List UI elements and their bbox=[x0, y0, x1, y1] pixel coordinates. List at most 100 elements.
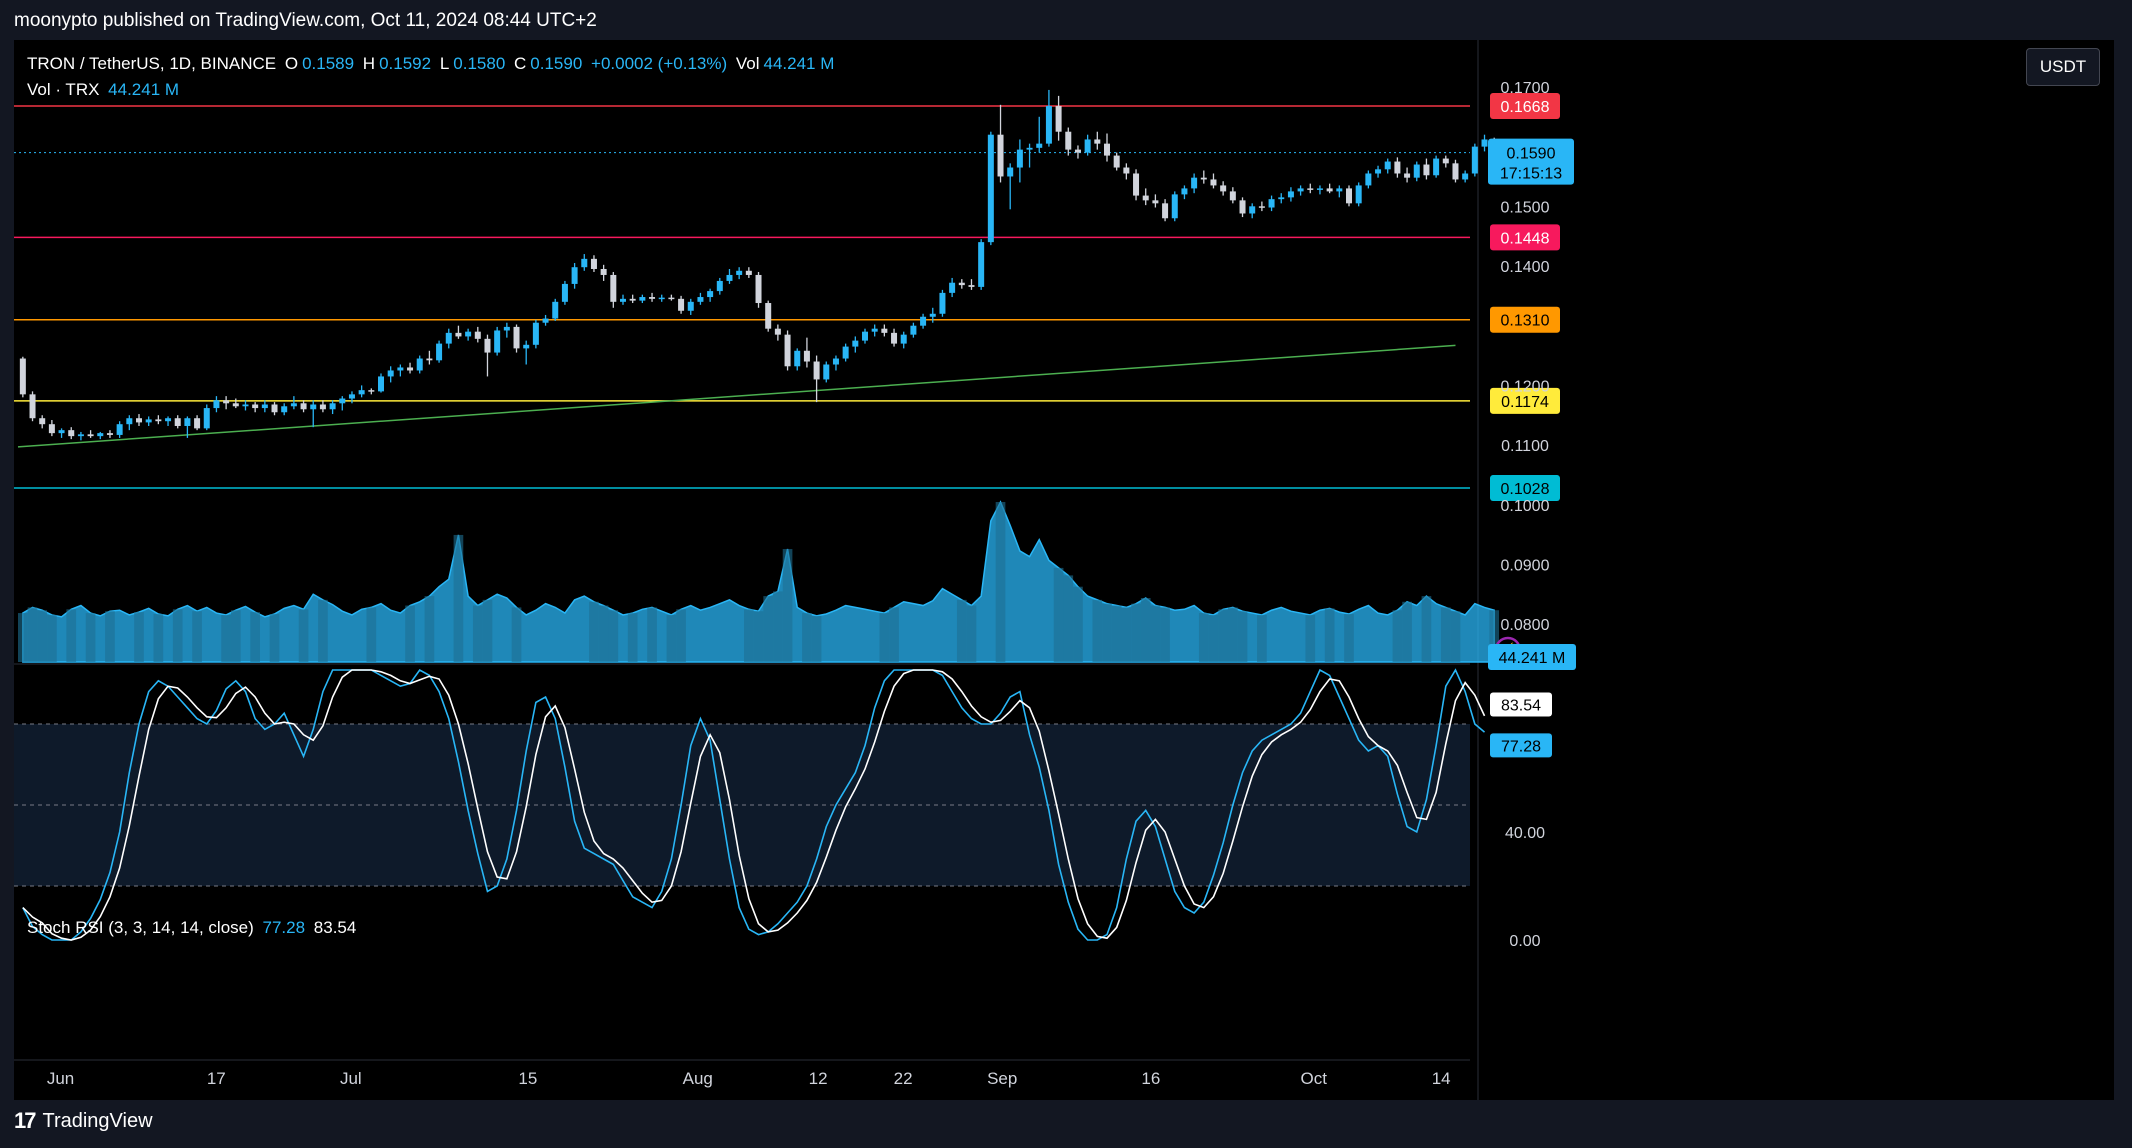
volume-bar bbox=[889, 607, 899, 662]
candle-body bbox=[784, 334, 791, 367]
candle-body bbox=[736, 270, 743, 275]
candle-body bbox=[116, 424, 123, 435]
candle-body bbox=[1336, 188, 1343, 192]
candle-body bbox=[1258, 206, 1265, 208]
candle-body bbox=[261, 404, 268, 409]
volume-bar bbox=[773, 591, 783, 662]
trendline bbox=[17, 344, 1456, 448]
trendline-layer bbox=[17, 344, 1456, 448]
volume-bar bbox=[1131, 603, 1141, 662]
candle-body bbox=[823, 364, 830, 380]
chart-canvas[interactable]: ⚡ 0.16680.14480.13100.11740.10280.17000.… bbox=[14, 40, 2114, 1100]
volume-bar bbox=[879, 613, 890, 662]
time-tick-8: 16 bbox=[1141, 1069, 1160, 1088]
candle-body bbox=[106, 433, 113, 435]
candle-body bbox=[1239, 200, 1246, 214]
candle-body bbox=[678, 298, 685, 311]
price-tick-7: 0.0800 bbox=[1501, 617, 1550, 634]
time-tick-7: Sep bbox=[987, 1069, 1017, 1088]
volume-bar bbox=[1121, 607, 1132, 662]
volume-bar bbox=[1392, 610, 1403, 662]
volume-legend-value: 44.241 M bbox=[108, 80, 180, 99]
candle-body bbox=[165, 418, 172, 422]
current-price-tag: 0.1590 bbox=[1507, 146, 1556, 163]
candle-body bbox=[1326, 188, 1333, 192]
volume-bar bbox=[1208, 614, 1219, 662]
volume-bar bbox=[995, 502, 1006, 662]
currency-button[interactable]: USDT bbox=[2026, 48, 2100, 86]
price-tick-0: 0.1700 bbox=[1501, 80, 1550, 97]
time-axis: Jun 17 Jul 15 Aug 12 22 Sep 16 Oct 14 bbox=[47, 1069, 1451, 1088]
candle-body bbox=[39, 418, 46, 425]
candle-body bbox=[523, 344, 530, 349]
legend-high-label: H bbox=[362, 54, 376, 73]
footer-brand[interactable]: 17 TradingView bbox=[14, 1108, 153, 1134]
volume-bar bbox=[1237, 611, 1248, 662]
level-tag-4: 0.1028 bbox=[1501, 481, 1550, 498]
volume-bar bbox=[763, 596, 774, 662]
candle-body bbox=[1481, 139, 1488, 147]
level-tag-bg-2 bbox=[1490, 306, 1560, 333]
candle-body bbox=[1094, 139, 1101, 144]
stoch-d-line bbox=[22, 669, 1486, 941]
time-tick-5: 12 bbox=[809, 1069, 828, 1088]
candle-body bbox=[619, 298, 627, 302]
volume-bar bbox=[1150, 605, 1161, 662]
volume-bar bbox=[105, 611, 115, 662]
candle-body bbox=[900, 334, 907, 344]
stoch-legend-k: 77.28 bbox=[262, 918, 306, 937]
candle-body bbox=[1297, 188, 1304, 192]
candle-body bbox=[29, 394, 36, 419]
volume-bar bbox=[230, 610, 241, 662]
stoch-legend: Stoch RSI (3, 3, 14, 14, close) 77.28 83… bbox=[27, 918, 360, 938]
candle-body bbox=[232, 403, 239, 407]
volume-bar bbox=[37, 610, 48, 662]
time-tick-10: 14 bbox=[1432, 1069, 1451, 1088]
candle-body bbox=[1007, 167, 1014, 177]
volume-bar bbox=[85, 613, 96, 662]
candle-body bbox=[271, 404, 278, 413]
price-axis: 0.1668 0.1448 0.1310 0.1174 0.1028 0.1700 0.15… bbox=[1488, 80, 1576, 950]
candle-body bbox=[1394, 161, 1401, 174]
volume-bar bbox=[744, 609, 754, 662]
candle-body bbox=[1181, 188, 1188, 195]
volume-bar bbox=[250, 612, 260, 662]
candle-body bbox=[503, 326, 510, 331]
candle-body bbox=[135, 418, 143, 423]
candles-layer bbox=[19, 89, 1507, 441]
level-tag-bg-1 bbox=[1490, 224, 1560, 251]
volume-bar bbox=[627, 613, 638, 662]
level-tag-3: 0.1174 bbox=[1501, 394, 1549, 411]
stoch-k-line bbox=[22, 668, 1486, 941]
candle-body bbox=[1229, 191, 1236, 201]
volume-bar bbox=[1160, 607, 1170, 662]
legend-open-label: O bbox=[284, 54, 299, 73]
volume-bar bbox=[405, 605, 415, 662]
candle-body bbox=[542, 318, 549, 323]
candle-body bbox=[987, 134, 994, 243]
tradingview-logo-icon: 17 bbox=[14, 1108, 37, 1133]
candle-body bbox=[1045, 106, 1052, 144]
candle-body bbox=[145, 419, 152, 423]
volume-bar bbox=[1102, 603, 1112, 662]
time-tick-4: Aug bbox=[683, 1069, 713, 1088]
candle-body bbox=[377, 376, 385, 392]
stoch-k-tag-bg bbox=[1490, 733, 1552, 758]
candle-body bbox=[910, 325, 917, 335]
candle-body bbox=[639, 297, 646, 301]
candle-body bbox=[1471, 146, 1478, 174]
candle-body bbox=[223, 400, 230, 404]
candle-body bbox=[803, 350, 810, 362]
chart-svg[interactable]: ⚡ 0.16680.14480.13100.11740.10280.17000.… bbox=[14, 40, 2114, 1100]
volume-bar bbox=[753, 611, 764, 662]
candle-body bbox=[1210, 179, 1217, 186]
price-tick-6: 0.0900 bbox=[1501, 557, 1550, 574]
candle-body bbox=[97, 433, 104, 437]
volume-bar bbox=[298, 609, 309, 662]
volume-bar bbox=[221, 614, 231, 662]
candle-body bbox=[513, 326, 520, 349]
volume-bar bbox=[1140, 598, 1151, 662]
volume-bar bbox=[1450, 611, 1461, 662]
candle-body bbox=[745, 270, 752, 275]
legend-low: 0.1580 bbox=[453, 54, 506, 73]
